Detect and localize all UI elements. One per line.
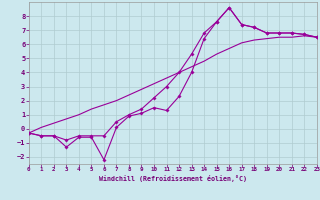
X-axis label: Windchill (Refroidissement éolien,°C): Windchill (Refroidissement éolien,°C) (99, 175, 247, 182)
